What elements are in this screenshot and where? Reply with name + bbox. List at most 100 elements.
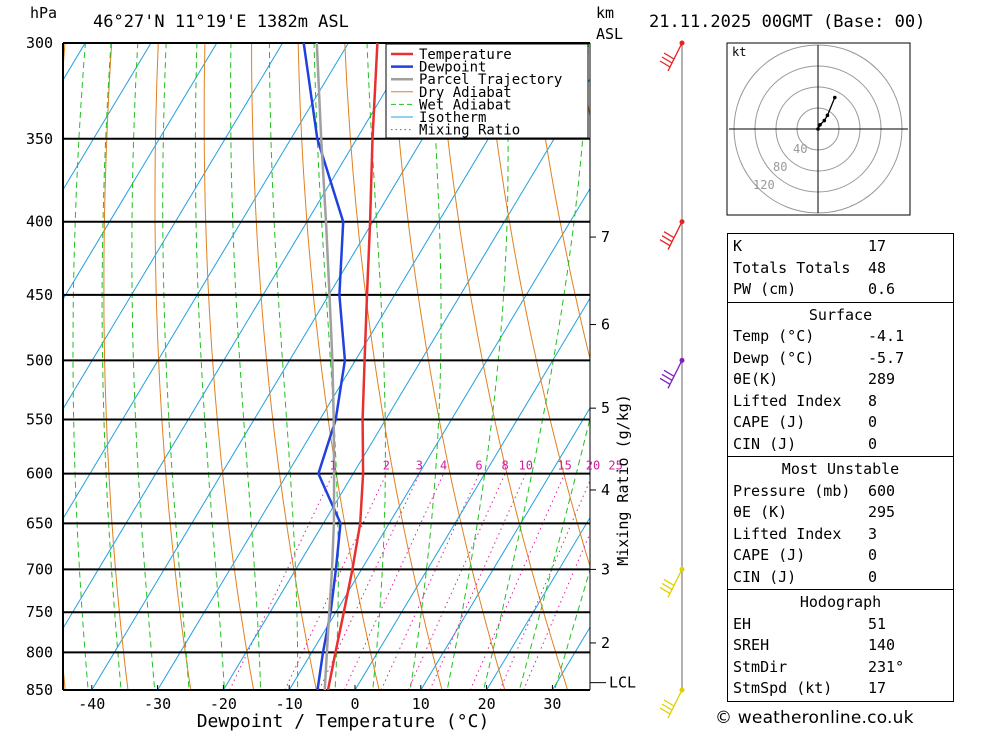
index-row: Totals Totals 48 [733,258,948,280]
index-value: 17 [868,679,887,697]
dry-adiabat-line [103,43,129,690]
mixing-ratio-value-label: 8 [501,459,508,473]
lcl-label: LCL [609,674,636,692]
index-label: EH [733,614,752,633]
index-row: EH 51 [733,614,948,636]
wind-barb [659,42,683,72]
index-value: 600 [868,481,896,500]
height-unit-label: km [596,4,614,22]
pressure-tick-label: 600 [26,465,53,483]
dry-adiabat-line [154,43,192,690]
most-unstable-section: Most Unstable Pressure (mb) 600 θE (K) 295 L… [727,456,954,589]
index-row: K 17 [733,236,948,258]
wind-barb-staff [667,569,683,598]
isobars-layer [62,42,591,691]
index-row: CIN (J) 0 [733,567,948,589]
wind-barb-flag [661,235,673,243]
legend-label: Mixing Ratio [419,123,520,139]
hodograph-ring-label: 120 [753,178,775,192]
wet-adiabat-line [268,43,299,690]
series-line-temperature [326,43,379,690]
pressure-tick-label: 800 [26,643,53,661]
wind-profile [659,40,685,719]
wind-barb-flag [661,703,673,711]
dry-adiabat-line [63,43,66,690]
x-tick-label: 0 [350,695,359,713]
index-row: Pressure (mb) 600 [733,481,948,503]
index-value: -4.1 [868,327,905,345]
surface-title: Surface [808,305,873,324]
surface-section: Surface Temp (°C) -4.1 Dewp (°C) -5.7 θE(K) 2… [727,301,954,456]
copyright-footer[interactable]: © weatheronline.co.uk [715,708,914,728]
mixing-ratio-line [499,479,590,690]
index-value: 231° [868,657,905,676]
hodograph-point [816,127,820,131]
wind-barb [659,221,683,251]
km-tick-label: 2 [601,634,610,652]
index-label: CIN (J) [733,434,797,453]
index-label: StmSpd (kt) [733,679,833,697]
km-tick-label: 7 [601,228,610,246]
hodograph-point [833,95,837,100]
wind-barb-flag [661,373,673,381]
mixing-ratio-value-label: 10 [519,459,533,473]
dry-adiabat-line [251,43,317,690]
wind-barb [659,689,683,719]
x-tick-label: 30 [543,695,561,713]
index-label: θE(K) [733,370,779,388]
wet-adiabat-line [366,43,386,690]
most-unstable-title: Most Unstable [781,460,900,478]
wet-adiabat-line [554,567,590,690]
index-label: PW (cm) [733,280,797,298]
hodograph-section: Hodograph EH 51 SREH 140 StmDir 231° StmSpd (k… [727,589,954,702]
x-axis-label: Dewpoint / Temperature (°C) [197,711,490,732]
adiabats-isotherms-layer [0,22,1000,690]
wind-barb-flag [661,56,673,64]
index-label: CIN (J) [733,567,797,586]
wind-barb-flag [663,231,675,239]
index-value: 17 [868,237,887,255]
index-value: 289 [868,370,896,388]
km-tick-label: 3 [601,560,610,578]
legend-label: Isotherm [419,110,486,126]
mixing-ratio-axis-label: Mixing Ratio (g/kg) [614,394,632,566]
wind-barb-flag [663,578,675,586]
legend-box [385,43,589,139]
dry-adiabat-line [484,43,590,569]
x-tick-label: -10 [276,695,303,713]
wind-barb-staff [667,360,683,389]
wet-adiabat-line [409,43,442,690]
series-line-parcel-trajectory [315,43,336,690]
wet-adiabat-line [518,416,590,690]
general-indices: K 17 Totals Totals 48 PW (cm) 0.6 [727,233,954,302]
hodograph: kt 40 80 120 [726,42,911,216]
isotherm-line [63,43,415,630]
chart-date: 21.11.2025 00GMT (Base: 00) [649,12,925,32]
wind-barb [659,360,683,389]
hodograph-ring-label: 80 [773,160,787,174]
wind-barb-flag [659,586,671,594]
mixing-ratio-line [407,473,506,690]
km-tick-label: 5 [601,399,610,417]
pressure-tick-label: 700 [26,560,53,578]
wet-adiabat-line [313,43,339,690]
dry-adiabat-line [530,43,590,361]
profile-lines-layer [302,43,379,690]
index-row: Temp (°C) -4.1 [733,326,948,348]
wet-adiabat-line [446,43,509,690]
index-label: Lifted Index [733,391,842,410]
wind-barb-staff [667,221,683,251]
pressure-unit-label: hPa [30,4,57,22]
isotherm-line [63,43,284,410]
pressure-tick-label: 650 [26,514,53,532]
dry-adiabat-line [0,22,21,690]
index-label: θE (K) [733,503,788,521]
index-row: CAPE (J) 0 [733,545,948,567]
dry-adiabat-line [437,43,569,690]
mixing-ratio-line [343,473,445,690]
wet-adiabat-line [101,43,122,690]
mixing-ratio-value-label: 6 [475,459,482,473]
dry-adiabat-line [991,22,1000,690]
